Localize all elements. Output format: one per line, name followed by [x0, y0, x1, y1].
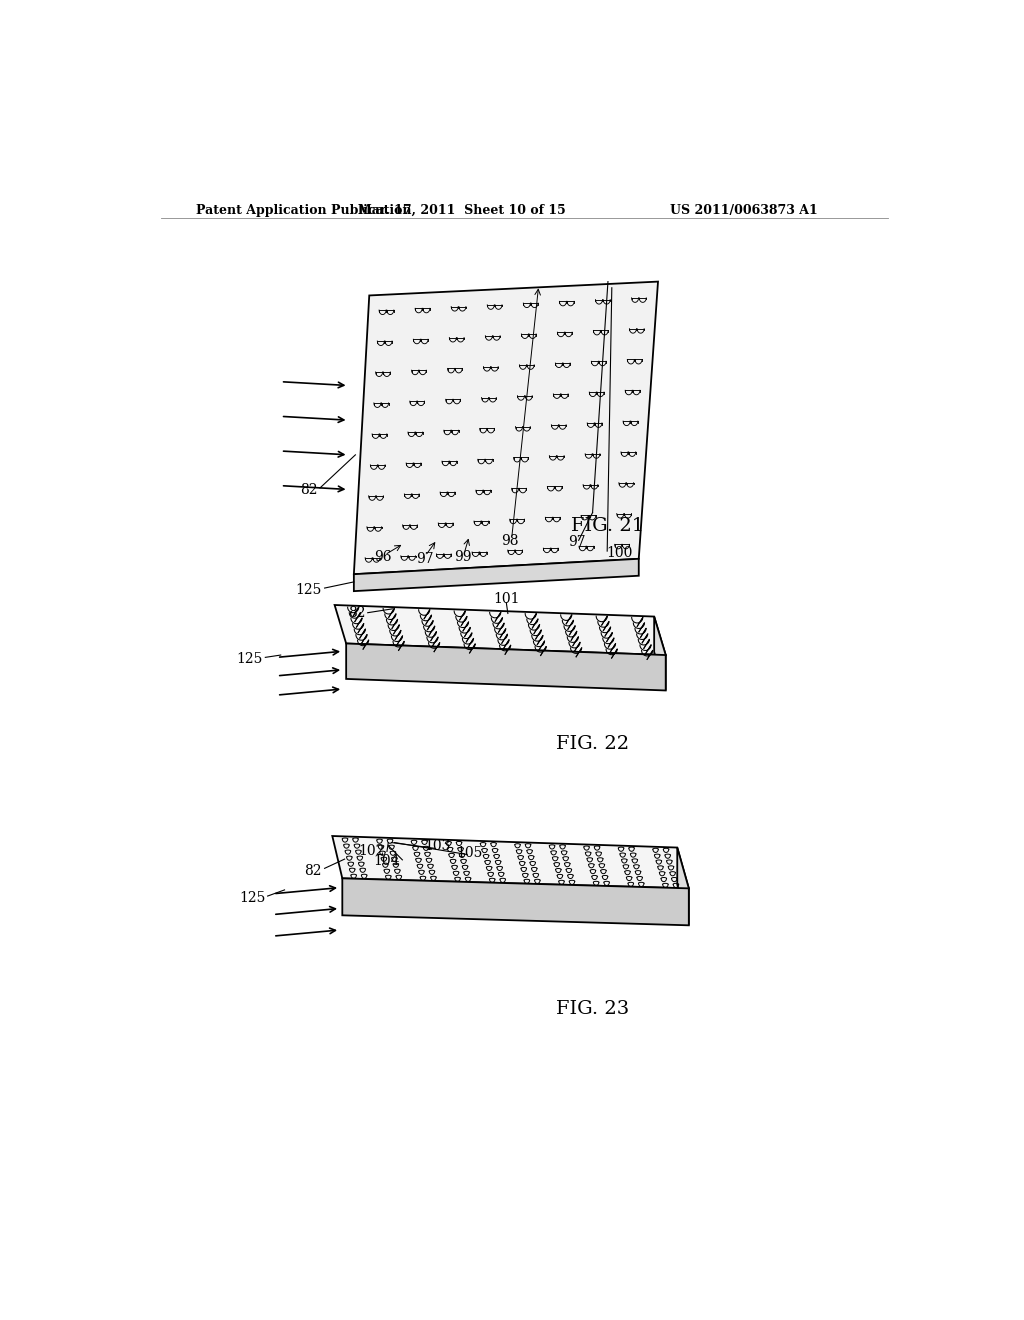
Text: 125: 125 [237, 652, 263, 665]
Text: US 2011/0063873 A1: US 2011/0063873 A1 [670, 205, 817, 218]
Text: 82: 82 [304, 863, 322, 878]
Text: 97: 97 [416, 552, 433, 566]
Polygon shape [654, 616, 666, 690]
Text: 125: 125 [295, 582, 322, 597]
Text: FIG. 23: FIG. 23 [556, 1001, 629, 1018]
Polygon shape [677, 847, 689, 925]
Text: 96: 96 [375, 550, 392, 564]
Polygon shape [342, 878, 689, 925]
Text: 82: 82 [348, 606, 366, 619]
Text: 97: 97 [568, 535, 586, 549]
Text: 105: 105 [456, 846, 482, 859]
Text: FIG. 21: FIG. 21 [571, 517, 644, 536]
Polygon shape [354, 558, 639, 591]
Polygon shape [335, 605, 666, 655]
Text: 100: 100 [606, 545, 633, 560]
Text: Patent Application Publication: Patent Application Publication [196, 205, 412, 218]
Text: 103: 103 [424, 840, 451, 853]
Polygon shape [333, 836, 689, 888]
Text: 102: 102 [358, 845, 385, 858]
Text: Mar. 17, 2011  Sheet 10 of 15: Mar. 17, 2011 Sheet 10 of 15 [357, 205, 565, 218]
Polygon shape [346, 644, 666, 690]
Text: 101: 101 [494, 591, 519, 606]
Text: 98: 98 [501, 535, 518, 548]
Text: 99: 99 [455, 550, 472, 564]
Text: FIG. 22: FIG. 22 [556, 735, 629, 752]
Text: 125: 125 [239, 891, 265, 904]
Text: 82: 82 [300, 483, 317, 496]
Text: 104: 104 [374, 854, 400, 867]
Polygon shape [354, 281, 658, 574]
